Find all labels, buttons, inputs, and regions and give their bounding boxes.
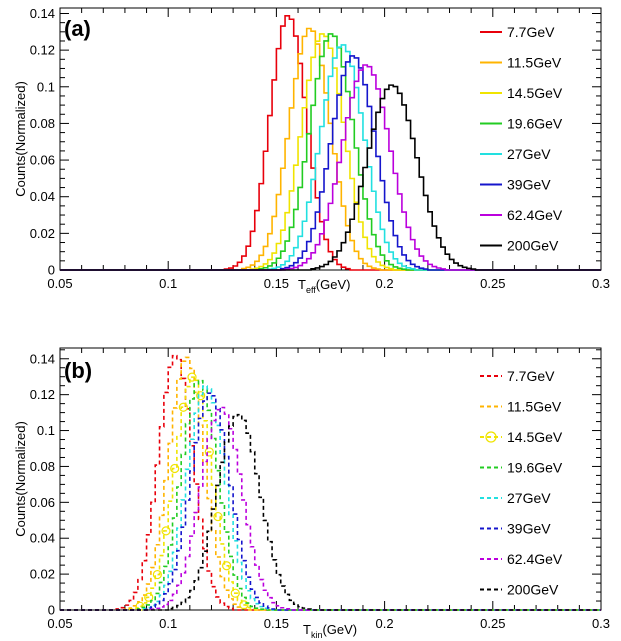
legend-label-62.4GeV: 62.4GeV — [507, 551, 563, 567]
legend-label-19.6GeV: 19.6GeV — [507, 116, 563, 132]
x-label-main: T — [298, 277, 306, 292]
x-tick-label: 0.3 — [592, 616, 610, 631]
legend-label-200GeV: 200GeV — [507, 582, 559, 598]
legend-label-7.7GeV: 7.7GeV — [507, 24, 555, 40]
y-tick-label: 0.04 — [30, 531, 55, 546]
legend-label-62.4GeV: 62.4GeV — [507, 207, 563, 223]
x-tick-label: 0.15 — [264, 616, 289, 631]
x-label-unit: (GeV) — [316, 277, 351, 292]
x-label-main: T — [303, 622, 311, 637]
legend-label-39GeV: 39GeV — [507, 521, 551, 537]
x-tick-label: 0.05 — [47, 276, 72, 291]
y-tick-label: 0.06 — [30, 153, 55, 168]
legend-label-27GeV: 27GeV — [507, 146, 551, 162]
x-axis-label: Teff(GeV) — [298, 277, 350, 295]
plot-frame — [59, 347, 602, 611]
y-tick-label: 0 — [48, 263, 55, 278]
x-tick-label: 0.15 — [264, 276, 289, 291]
y-tick-label: 0.14 — [30, 6, 55, 21]
y-tick-label: 0.04 — [30, 189, 55, 204]
panel-b: 0.05 0.1 0.15 0.2 0.25 0.3 0 0.02 0.04 0.06 0.08 0.… — [13, 347, 610, 640]
legend-label-14.5GeV: 14.5GeV — [507, 429, 563, 445]
x-tick-label: 0.2 — [376, 616, 394, 631]
series-7.7GeV-line — [60, 354, 601, 611]
series-14.5GeV-point — [152, 569, 162, 580]
y-tick-label: 0.12 — [30, 43, 55, 58]
x-tick-label: 0.25 — [480, 616, 505, 631]
y-tick-label: 0.02 — [30, 567, 55, 582]
series-11.5GeV-line — [60, 356, 601, 611]
series-14.5GeV-point — [204, 447, 214, 457]
series-14.5GeV-point — [170, 463, 180, 474]
x-axis-label: Tkin(GeV) — [303, 622, 357, 640]
y-tick-label: 0.12 — [30, 387, 55, 402]
y-axis-label: Counts(Normalized) — [13, 421, 28, 537]
x-tick-label: 0.3 — [592, 276, 610, 291]
legend-label-200GeV: 200GeV — [507, 238, 559, 254]
legend-label-14.5GeV: 14.5GeV — [507, 85, 563, 101]
series-14.5GeV-point — [178, 402, 188, 412]
x-label-subscript: eff — [306, 285, 316, 295]
panel-a: 0.05 0.1 0.15 0.2 0.25 0.3 0 0.02 0.04 0.06 0.08 0.… — [13, 6, 610, 295]
y-tick-label: 0.08 — [30, 116, 55, 131]
legend-label-27GeV: 27GeV — [507, 490, 551, 506]
x-tick-label: 0.1 — [159, 616, 177, 631]
y-tick-label: 0 — [48, 603, 55, 618]
plot-frame — [59, 7, 602, 271]
legend-label-7.7GeV: 7.7GeV — [507, 368, 555, 384]
y-tick-label: 0.08 — [30, 459, 55, 474]
series-14.5GeV-point — [230, 588, 240, 598]
series-14.5GeV-point — [222, 561, 232, 571]
y-axis-label: Counts(Normalized) — [13, 81, 28, 197]
legend-label-11.5GeV: 11.5GeV — [507, 399, 562, 415]
x-tick-label: 0.1 — [159, 276, 177, 291]
x-tick-label: 0.2 — [376, 276, 394, 291]
legend-label-39GeV: 39GeV — [507, 177, 551, 193]
x-label-subscript: kin — [311, 630, 323, 640]
series-14.5GeV-point — [161, 526, 171, 536]
series-14.5GeV-point — [239, 600, 249, 610]
y-tick-label: 0.02 — [30, 226, 55, 241]
y-tick-label: 0.1 — [37, 79, 55, 94]
y-tick-label: 0.14 — [30, 351, 55, 366]
y-tick-label: 0.1 — [37, 423, 55, 438]
panel-label: (a) — [64, 16, 91, 41]
series-14.5GeV-point — [144, 592, 154, 602]
legend-label-19.6GeV: 19.6GeV — [507, 460, 563, 476]
series-14.5GeV-point — [213, 511, 223, 522]
panel-label: (b) — [64, 358, 92, 383]
x-label-unit: (GeV) — [322, 622, 357, 637]
series-14.5GeV-point — [196, 391, 206, 401]
series-14.5GeV-point — [187, 372, 197, 382]
series-200GeV-line — [60, 84, 601, 271]
x-tick-label: 0.25 — [480, 276, 505, 291]
series-200GeV-line — [60, 413, 601, 611]
x-tick-label: 0.05 — [47, 616, 72, 631]
legend-label-11.5GeV: 11.5GeV — [507, 55, 562, 71]
y-tick-label: 0.06 — [30, 495, 55, 510]
legend-marker-14.5GeV — [485, 431, 497, 443]
